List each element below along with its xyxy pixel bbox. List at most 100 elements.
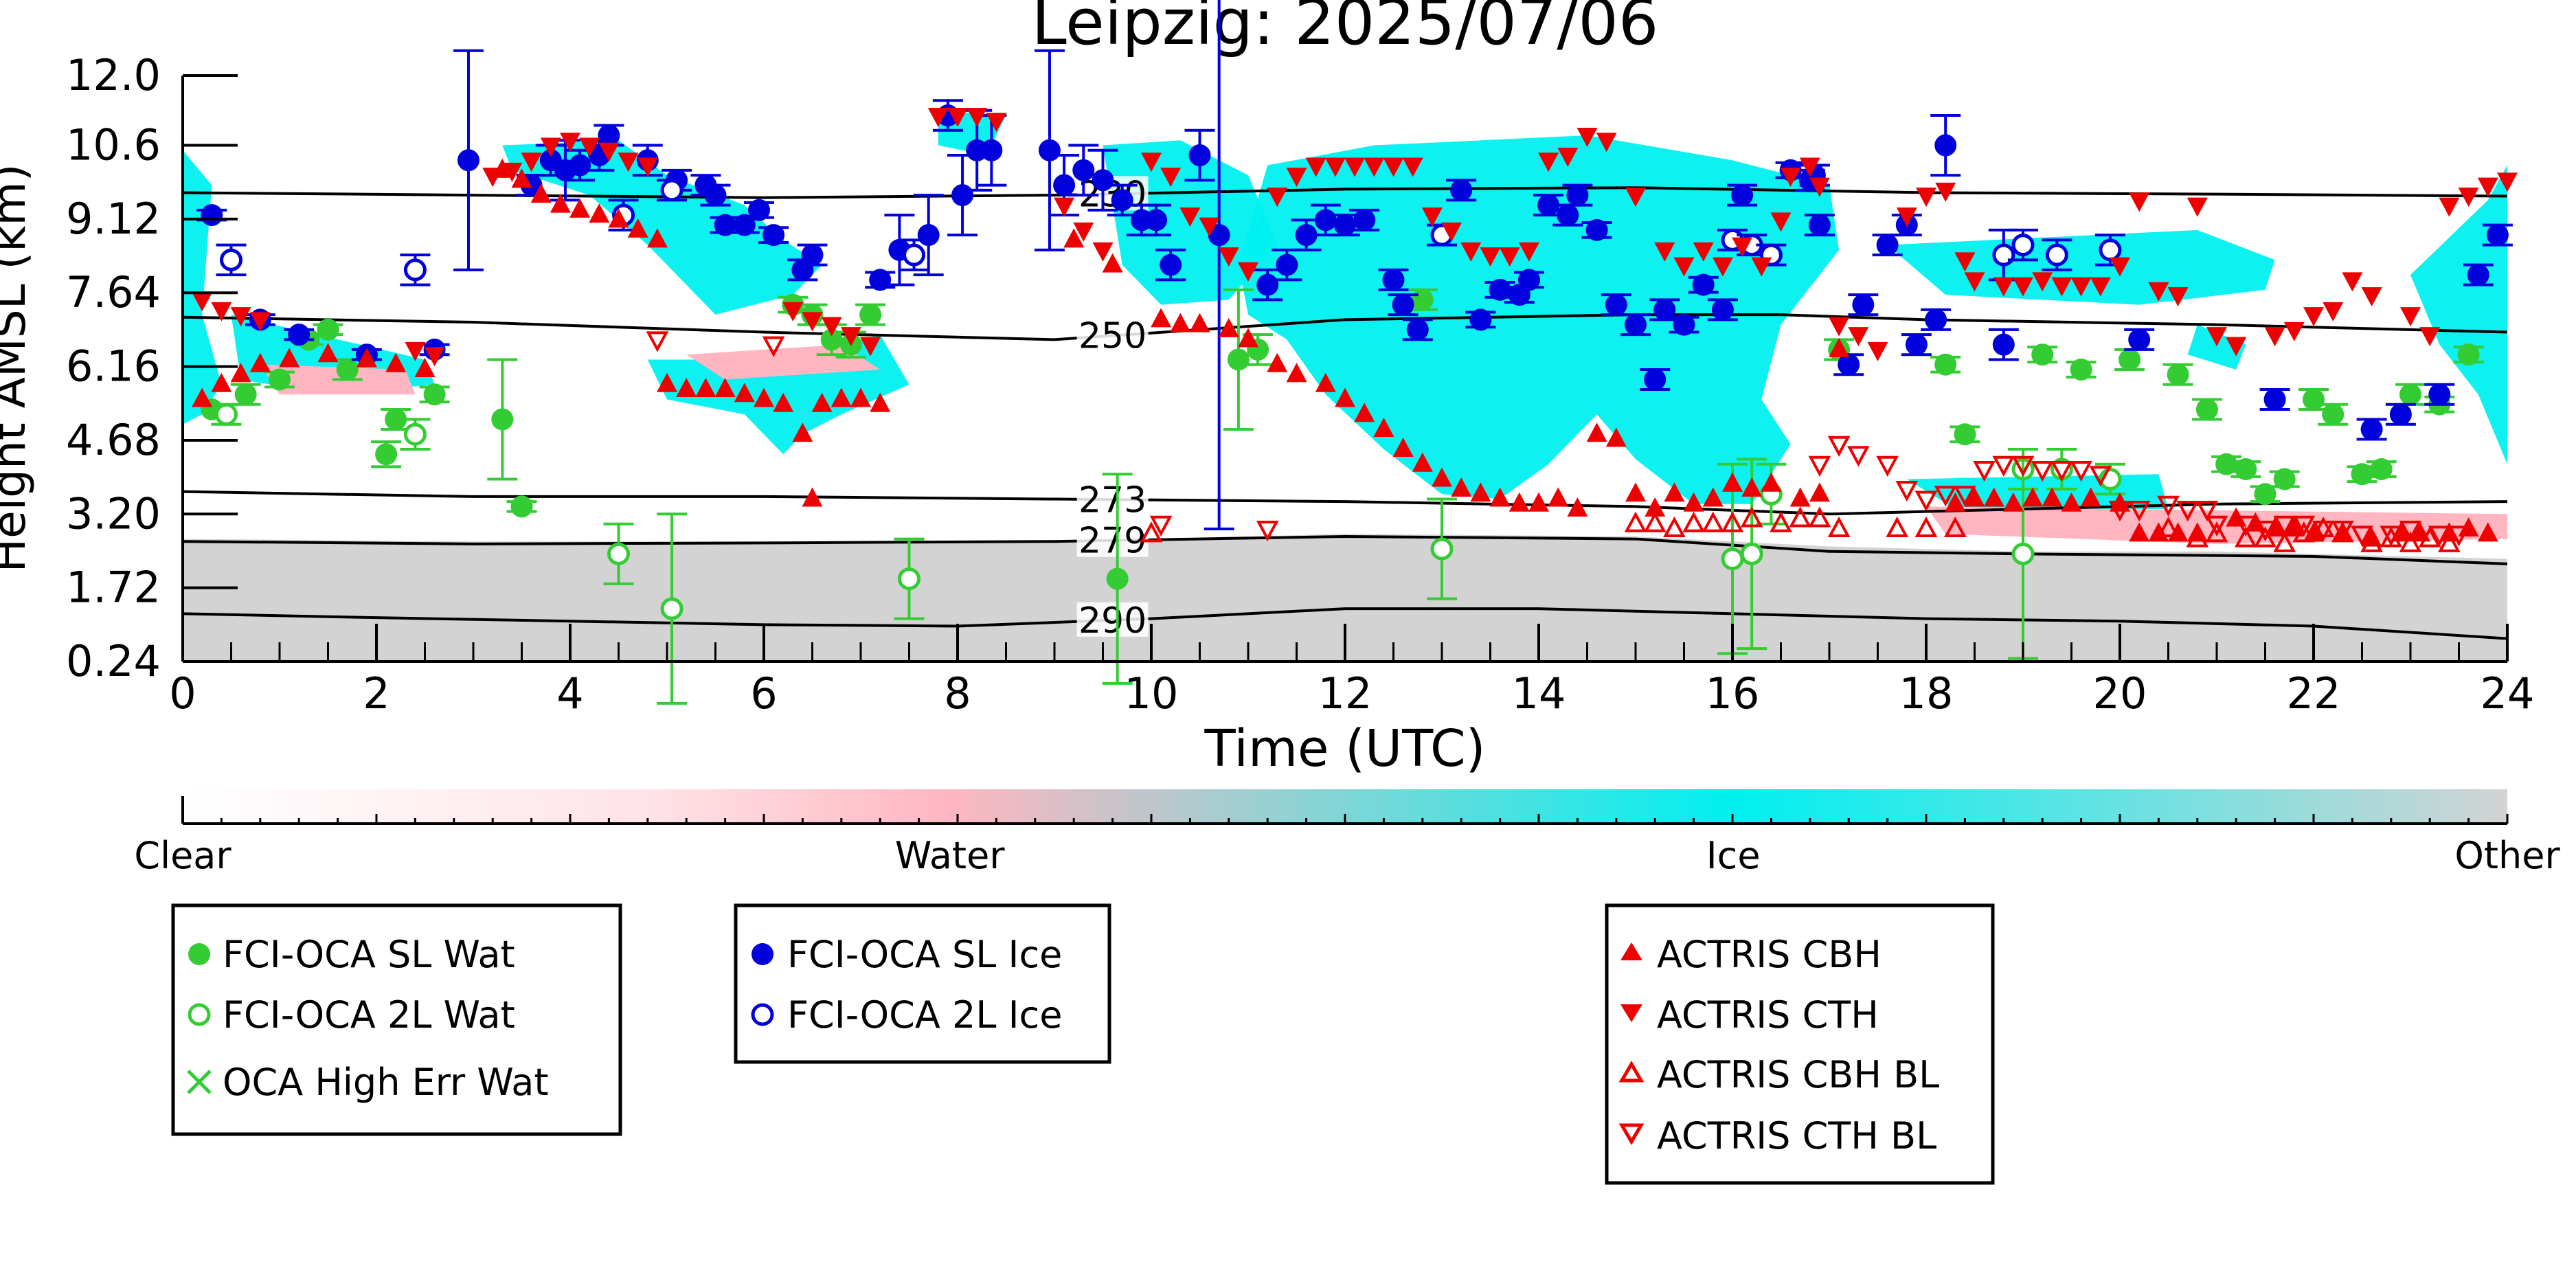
fci-oca-sl-wat-marker [2070,358,2092,381]
actris-cth-marker [1218,247,1239,267]
actris-cbh-marker [2080,487,2101,507]
actris-cth-bl-marker [2205,515,2228,537]
retrieval-markers [192,0,2518,705]
fci-oca-sl-ice-marker [1160,253,1182,276]
phase-region-ice [2187,324,2246,370]
actris-cth-marker [927,108,949,128]
fci-oca-sl-wat-marker [2031,343,2054,366]
phase-region-ice [2410,165,2507,464]
fci-oca-sl-ice-marker [2263,388,2286,411]
fci-oca-2l-ice-marker [2099,238,2122,262]
legend-cth-bl-label: ACTRIS CTH BL [1657,1114,1936,1157]
actris-cbh-bl-marker [1789,506,1812,528]
actris-cbh-marker [792,422,813,442]
x-tick-label: 0 [169,668,196,719]
actris-cth-bl-marker [1992,455,2015,477]
legend-high-err-marker [187,1070,212,1094]
colorbar-label: Water [895,834,1005,877]
fci-oca-sl-ice-marker [1925,308,1947,331]
actris-cbh-marker [870,392,891,412]
y-tick-label: 1.72 [66,563,161,613]
actris-cth-marker [1829,317,1850,337]
actris-cbh-marker [695,377,716,397]
fci-oca-sl-ice-marker [1517,269,1540,291]
actris-cth-marker [2419,327,2441,347]
legend-water: FCI-OCA SL Wat FCI-OCA 2L Wat OCA High E… [171,903,622,1136]
actris-cbh-marker [1567,497,1588,517]
actris-cbh-bl-marker [2418,526,2441,547]
actris-cbh-bl-marker [2157,516,2180,538]
fci-oca-sl-ice-marker [1644,368,1667,391]
actris-cth-marker [1809,177,1830,197]
fci-oca-sl-ice-marker [1605,293,1627,316]
actris-cbh-marker [1335,387,1355,407]
actris-cth-marker [598,142,620,162]
fci-oca-2l-wat-marker [2011,542,2035,565]
actris-cbh-bl-marker [1643,511,1667,532]
actris-cth-marker [1993,277,2014,297]
actris-cbh-marker [589,203,610,223]
fci-oca-sl-ice-marker [288,324,310,346]
actris-cth-marker [501,162,523,182]
fci-oca-sl-wat-marker [510,495,533,518]
x-tick-label: 18 [1899,668,1954,719]
actris-cbh-marker [1170,313,1191,332]
actris-cbh-marker [1470,482,1491,502]
fci-oca-sl-ice-marker [1392,293,1414,316]
fci-oca-2l-wat-marker [403,422,427,446]
fci-oca-sl-wat-marker [385,408,407,431]
fci-oca-sl-ice-marker [1489,278,1511,301]
actris-cbh-bl-marker [2438,531,2461,552]
actris-cth-marker [1518,242,1539,262]
fci-oca-2l-wat-marker [1430,537,1454,561]
actris-cbh-bl-marker [1682,511,1705,532]
legend-actris-box [1605,903,1995,1185]
isotherm-label: 250 [1078,316,1146,357]
actris-cbh-marker [1063,228,1085,248]
actris-cth-bl-marker [2070,461,2092,482]
actris-cth-bl-marker [1895,481,1919,502]
actris-cth-marker [482,168,504,188]
actris-cth-marker [1286,168,1307,188]
actris-cbh-marker [627,218,648,238]
legend-actris: ACTRIS CBH ACTRIS CTH ACTRIS CBH BL ACTR… [1605,903,1995,1185]
x-tick-label: 4 [556,668,583,719]
fci-oca-2l-wat-marker [607,542,630,565]
fci-oca-sl-ice-marker [201,204,223,227]
actris-cth-marker [2458,188,2479,207]
actris-cbh-marker [2129,522,2150,542]
actris-cbh-marker [192,387,213,407]
actris-cbh-marker [2061,492,2082,512]
actris-cbh-marker [1267,352,1288,372]
actris-cbh-marker [1625,482,1646,502]
actris-cth-bl-marker [1827,436,1851,457]
fci-oca-sl-ice-marker [2389,403,2412,426]
fci-oca-sl-ice-marker [733,214,756,236]
actris-cth-marker [1780,168,1801,188]
fci-oca-2l-wat-marker [1740,542,1763,565]
fci-oca-sl-ice-marker [762,224,785,247]
y-tick-label: 3.20 [66,488,161,539]
actris-cth-marker [540,137,561,157]
phase-colorbar: Clear Water Ice Other [134,789,2560,877]
actris-cbh-bl-marker [1663,516,1686,538]
actris-cbh-marker [676,377,697,397]
fci-oca-sl-ice-marker [1876,234,1899,256]
actris-cth-marker [1954,252,1976,272]
actris-cth-marker [1916,188,1936,207]
actris-cbh-marker [1645,497,1666,517]
legend-cth-bl-marker [1618,1123,1645,1145]
actris-cth-marker [1364,157,1385,177]
fci-oca-sl-ice-marker [569,154,591,177]
fci-oca-sl-wat-marker [820,328,843,351]
actris-cbh-bl-marker [2292,521,2316,543]
x-tick-label: 16 [1706,668,1760,719]
y-tick-label: 4.68 [66,415,161,465]
actris-cbh-marker [1102,253,1123,273]
actris-cth-bl-marker [1934,486,1957,507]
x-tick-label: 22 [2287,668,2341,719]
actris-cbh-marker [714,377,736,397]
x-tick-label: 6 [750,668,777,719]
actris-cbh-bl-marker [2205,521,2228,543]
isotherm-label: 279 [1078,521,1146,562]
